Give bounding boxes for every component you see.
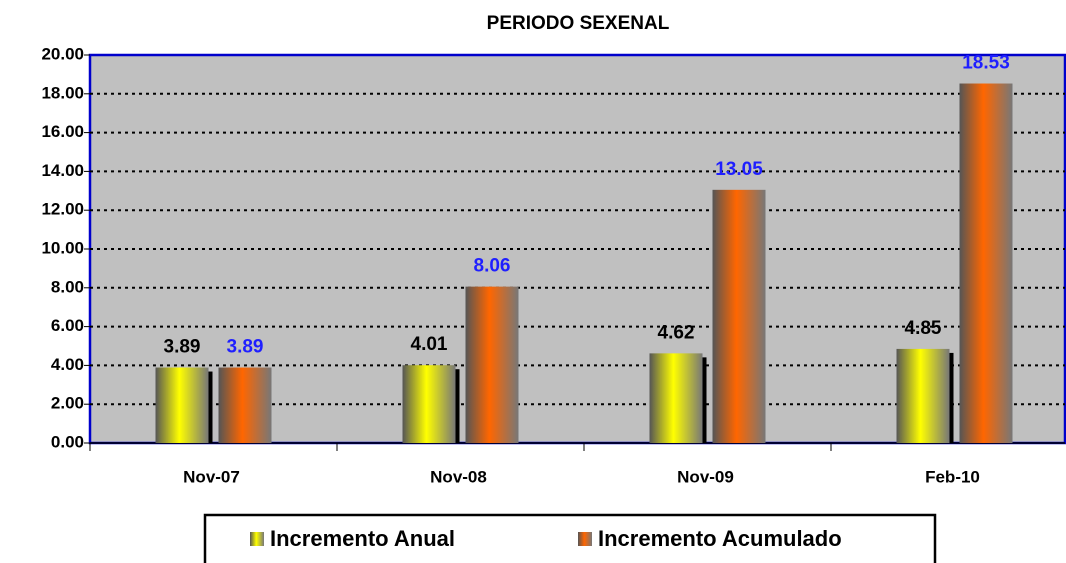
- chart-title: PERIODO SEXENAL: [487, 13, 670, 34]
- data-label: 4.85: [905, 318, 942, 339]
- x-tick-label: Nov-09: [677, 467, 734, 486]
- y-tick-label: 12.00: [41, 200, 84, 219]
- legend-label: Incremento Anual: [270, 526, 455, 551]
- data-label: 3.89: [227, 337, 264, 358]
- data-label: 18.53: [962, 53, 1010, 74]
- bar: [465, 286, 519, 443]
- data-label: 13.05: [715, 159, 763, 180]
- y-tick-label: 2.00: [51, 394, 84, 413]
- bar: [959, 83, 1013, 443]
- y-tick-label: 10.00: [41, 238, 84, 257]
- legend-swatch: [250, 532, 264, 546]
- data-label: 8.06: [474, 256, 511, 277]
- bar-shadow: [949, 352, 954, 443]
- y-tick-label: 4.00: [51, 355, 84, 374]
- y-tick-label: 14.00: [41, 161, 84, 180]
- bar-shadow: [702, 357, 707, 443]
- legend-label: Incremento Acumulado: [598, 526, 842, 551]
- legend-box: [203, 513, 937, 563]
- legend-swatch: [578, 532, 592, 546]
- data-label: 4.62: [658, 322, 695, 343]
- bar: [218, 367, 272, 443]
- y-tick-label: 20.00: [41, 44, 84, 63]
- bar: [712, 189, 766, 443]
- data-label: 3.89: [164, 337, 201, 358]
- y-tick-label: 6.00: [51, 316, 84, 335]
- bar: [402, 365, 456, 443]
- x-tick-label: Feb-10: [925, 467, 980, 486]
- bar-shadow: [208, 371, 213, 443]
- x-tick-label: Nov-08: [430, 467, 487, 486]
- bar: [896, 348, 950, 443]
- y-tick-label: 0.00: [51, 432, 84, 451]
- bar-shadow: [455, 369, 460, 443]
- bar: [649, 353, 703, 443]
- bar: [155, 367, 209, 443]
- data-label: 4.01: [411, 334, 448, 355]
- y-tick-label: 8.00: [51, 277, 84, 296]
- y-tick-label: 16.00: [41, 122, 84, 141]
- x-tick-label: Nov-07: [183, 467, 240, 486]
- y-tick-label: 18.00: [41, 83, 84, 102]
